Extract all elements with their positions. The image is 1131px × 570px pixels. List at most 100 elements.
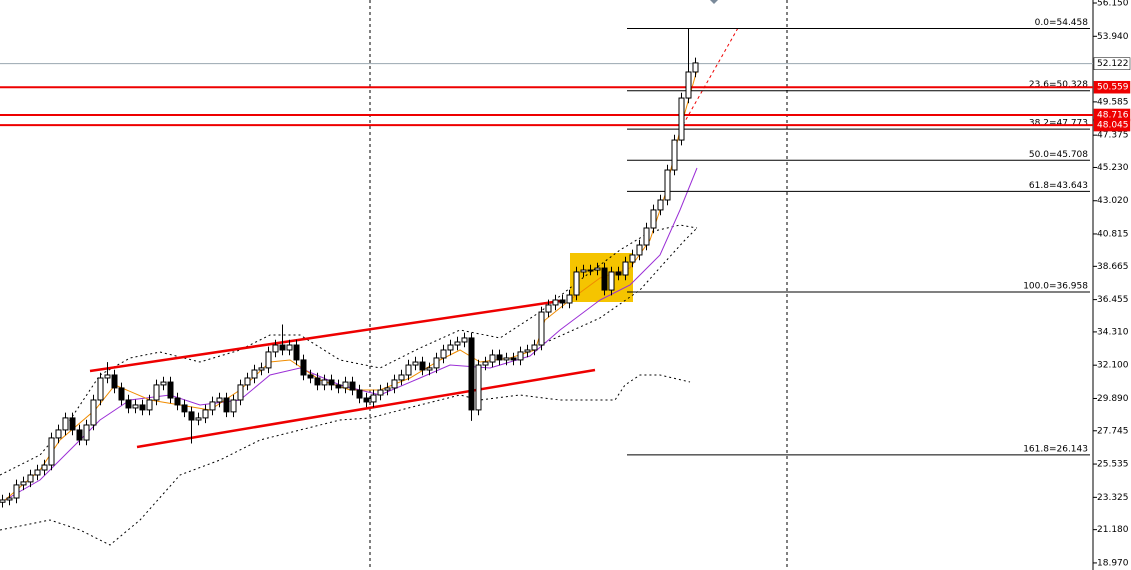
y-tick-label: 45.230 bbox=[1097, 163, 1129, 173]
candle-body bbox=[391, 379, 398, 389]
candle-body bbox=[13, 484, 20, 499]
candle-body bbox=[426, 367, 433, 371]
y-tick-label: 56.150 bbox=[1097, 0, 1129, 9]
candle-body bbox=[461, 337, 468, 343]
candle-body bbox=[517, 351, 524, 361]
y-tick-label: 32.100 bbox=[1097, 361, 1129, 371]
candle-body bbox=[643, 227, 650, 246]
candle-body bbox=[664, 169, 671, 201]
candle-body bbox=[20, 481, 27, 486]
candle-body bbox=[678, 97, 685, 141]
candle-body bbox=[657, 199, 664, 211]
candle-body bbox=[398, 374, 405, 381]
y-tick-label: 38.665 bbox=[1097, 262, 1129, 272]
price-label-box bbox=[1093, 57, 1131, 70]
y-tick-label: 53.940 bbox=[1097, 32, 1129, 42]
candle-body bbox=[279, 344, 286, 351]
candle-body bbox=[195, 417, 202, 421]
candle-body bbox=[433, 357, 440, 369]
candle-body bbox=[524, 349, 531, 353]
candle-body bbox=[153, 384, 160, 401]
trend-projection bbox=[679, 27, 739, 131]
candle-body bbox=[230, 399, 237, 413]
fib-label: 38.2=47.773 bbox=[1029, 119, 1088, 129]
candle-body bbox=[265, 351, 272, 369]
y-tick-label: 23.325 bbox=[1097, 493, 1129, 503]
candle-body bbox=[629, 254, 636, 263]
candle-body bbox=[363, 397, 370, 403]
candle-body bbox=[342, 381, 349, 389]
y-tick-label: 36.455 bbox=[1097, 295, 1129, 305]
candle-body bbox=[594, 267, 601, 271]
candle-body bbox=[251, 369, 258, 379]
candle-body bbox=[468, 337, 475, 411]
candle-body bbox=[566, 294, 573, 304]
candle-body bbox=[272, 344, 279, 353]
candle-body bbox=[552, 299, 559, 306]
candle-body bbox=[370, 394, 377, 403]
candle-body bbox=[538, 311, 545, 346]
candle-body bbox=[601, 267, 608, 291]
candle-body bbox=[482, 361, 489, 366]
candle-body bbox=[97, 377, 104, 401]
y-tick-label: 29.890 bbox=[1097, 394, 1129, 404]
price-label: 48.716 bbox=[1097, 110, 1129, 120]
candle-body bbox=[622, 261, 629, 276]
candle-body bbox=[286, 344, 293, 351]
candle-body bbox=[146, 399, 153, 411]
lower-band bbox=[0, 374, 691, 546]
candle-body bbox=[160, 381, 167, 386]
candle-body bbox=[384, 387, 391, 391]
candle-body bbox=[223, 397, 230, 413]
candle-body bbox=[174, 397, 181, 406]
candle-body bbox=[244, 377, 251, 386]
candle-body bbox=[167, 381, 174, 399]
candle-body bbox=[447, 344, 454, 351]
y-tick-label: 21.180 bbox=[1097, 525, 1129, 535]
candle-body bbox=[258, 367, 265, 371]
candle-body bbox=[671, 139, 678, 171]
fib-label: 0.0=54.458 bbox=[1035, 18, 1089, 28]
candle-body bbox=[454, 341, 461, 346]
candle-body bbox=[188, 411, 195, 421]
candle-body bbox=[55, 429, 62, 439]
candle-body bbox=[216, 397, 223, 403]
candle-body bbox=[132, 404, 139, 409]
fib-label: 61.8=43.643 bbox=[1029, 181, 1088, 191]
candle-body bbox=[314, 377, 321, 386]
candle-body bbox=[475, 364, 482, 411]
candle-body bbox=[545, 304, 552, 313]
y-tick-label: 25.535 bbox=[1097, 460, 1129, 470]
candle-body bbox=[650, 209, 657, 229]
y-tick-label: 18.970 bbox=[1097, 558, 1129, 568]
candle-body bbox=[377, 389, 384, 396]
candle-body bbox=[0, 499, 6, 503]
candle-body bbox=[293, 344, 300, 361]
candle-body bbox=[419, 361, 426, 371]
candle-body bbox=[573, 271, 580, 296]
channel-upper bbox=[89, 299, 561, 373]
candle-body bbox=[405, 364, 412, 376]
candle-body bbox=[615, 271, 622, 276]
candle-body bbox=[125, 399, 132, 409]
y-tick-label: 27.745 bbox=[1097, 426, 1129, 436]
price-label-box bbox=[1093, 118, 1131, 132]
candle-body bbox=[496, 354, 503, 361]
candle-body bbox=[209, 401, 216, 411]
candle-body bbox=[111, 374, 118, 389]
candle-body bbox=[321, 379, 328, 386]
candle-body bbox=[90, 399, 97, 426]
y-tick-label: 40.815 bbox=[1097, 229, 1129, 239]
candle-body bbox=[6, 497, 13, 501]
candle-body bbox=[510, 357, 517, 361]
candle-body bbox=[692, 62, 699, 73]
fib-label: 23.6=50.328 bbox=[1029, 80, 1088, 90]
candle-body bbox=[27, 474, 34, 483]
fib-label: 100.0=36.958 bbox=[1023, 282, 1088, 292]
candle-body bbox=[237, 384, 244, 401]
candle-body bbox=[76, 429, 83, 441]
scroll-marker bbox=[710, 0, 718, 4]
